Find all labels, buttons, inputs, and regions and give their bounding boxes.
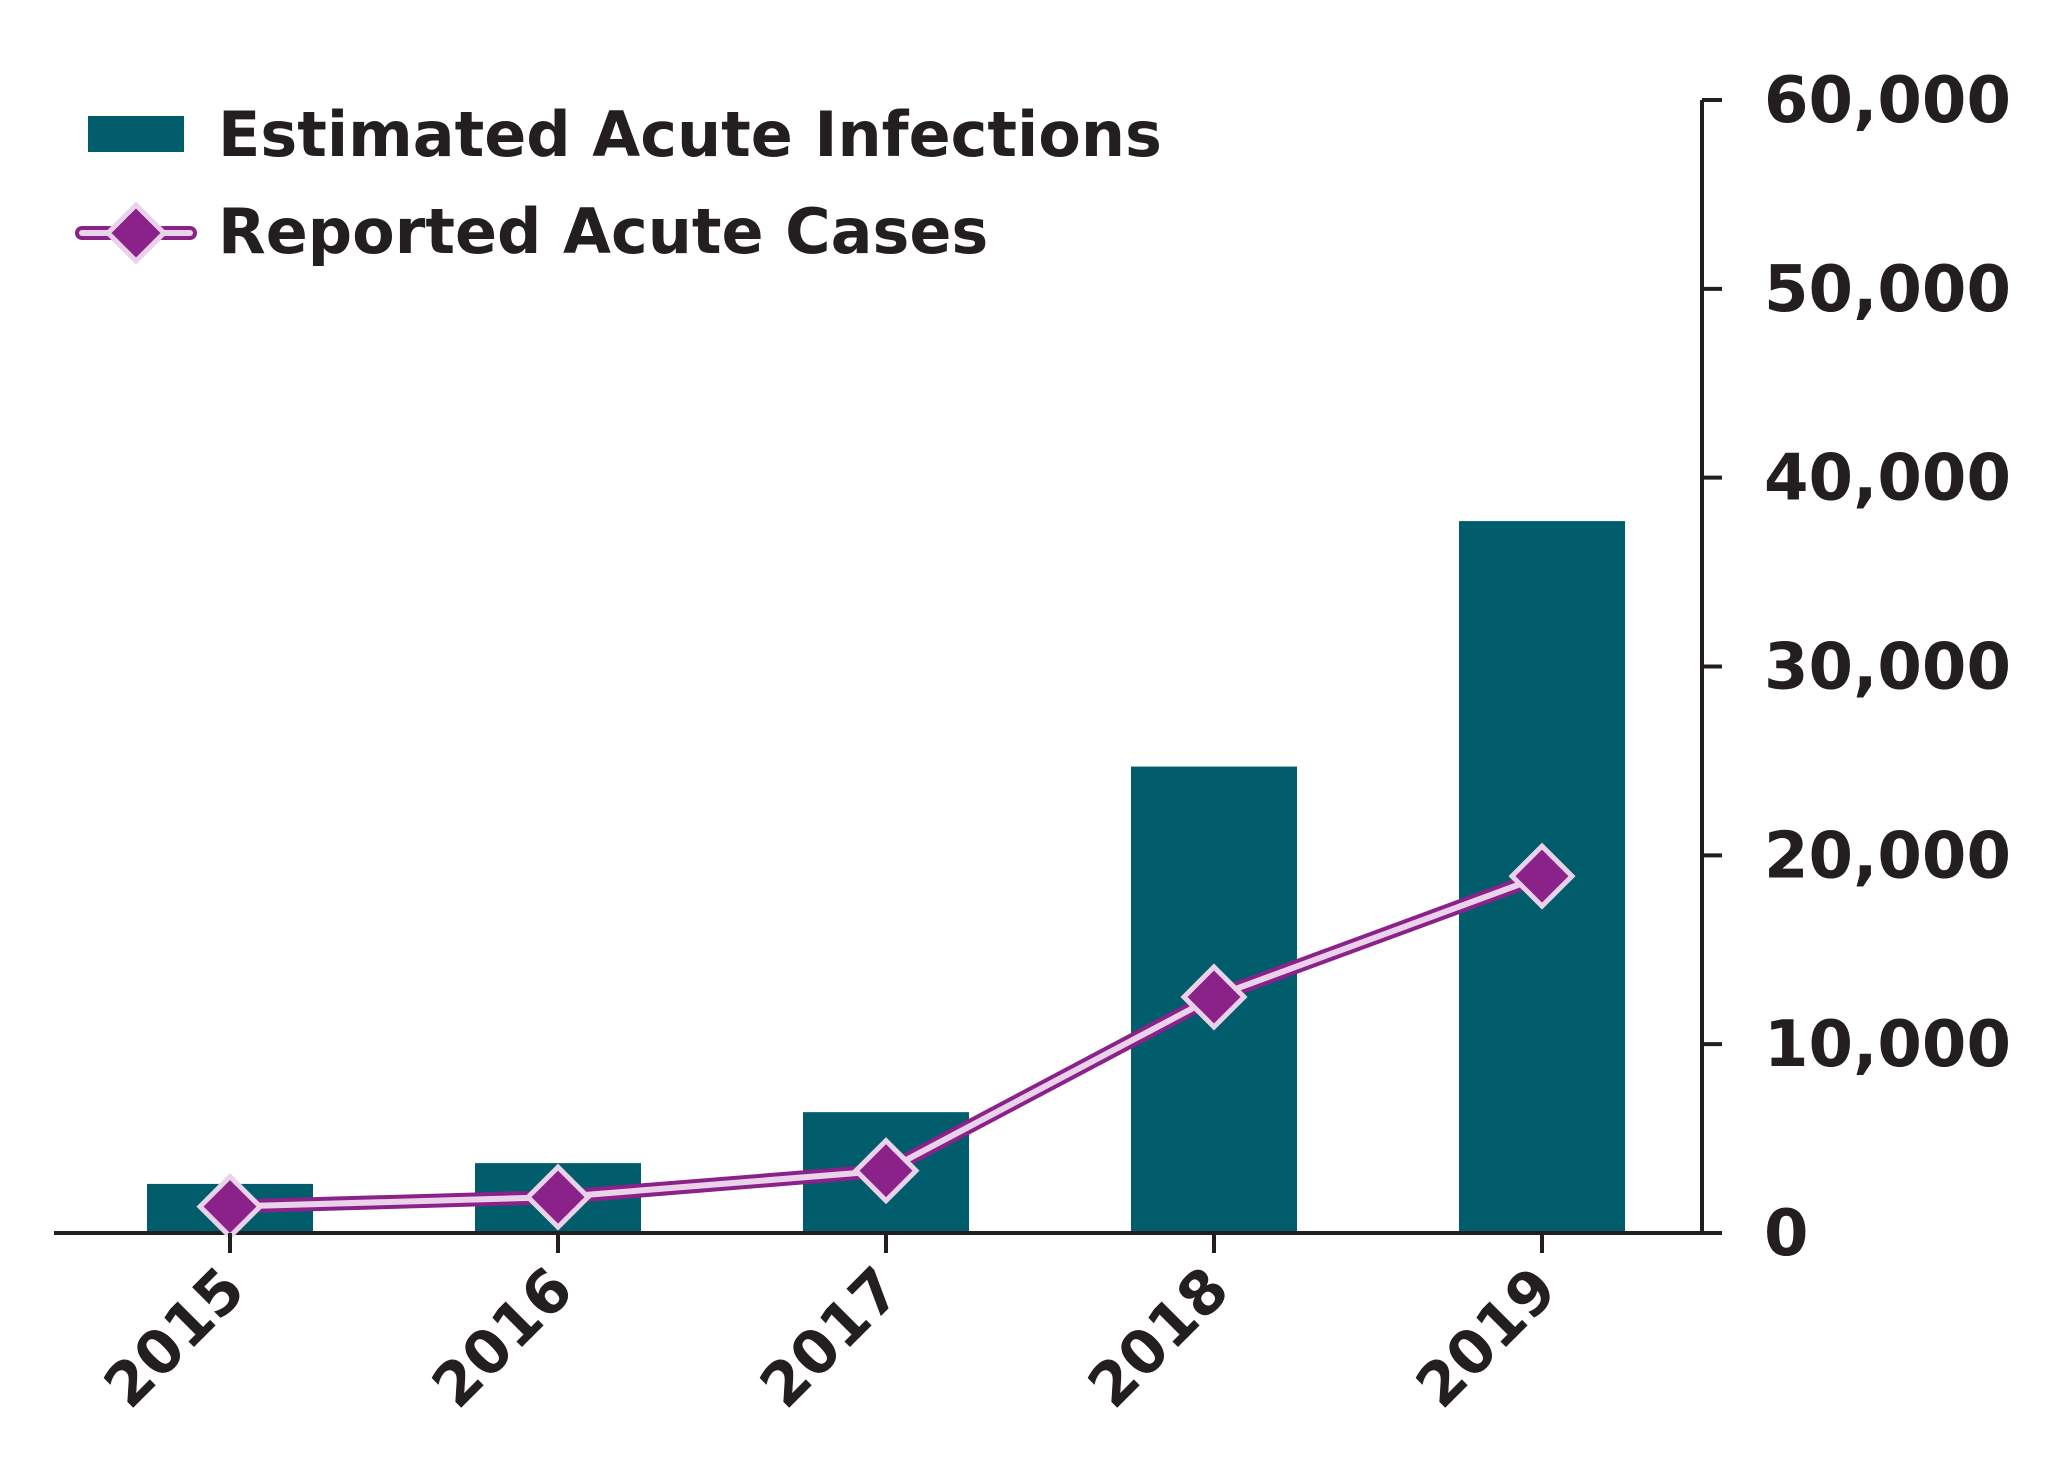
marker-2018 <box>1180 963 1248 1031</box>
y-tick-label-30000: 30,000 <box>1764 631 2011 705</box>
y-tick-label-10000: 10,000 <box>1764 1008 2011 1082</box>
axes-layer <box>54 100 1704 1235</box>
marker-2016 <box>524 1163 592 1231</box>
legend-diamond-marker <box>104 201 168 265</box>
x-tick-label-2017: 2017 <box>747 1254 915 1422</box>
legend-label-estimated: Estimated Acute Infections <box>218 98 1162 171</box>
legend-label-reported: Reported Acute Cases <box>218 195 988 268</box>
marker-2019 <box>1508 842 1576 910</box>
y-tick-label-0: 0 <box>1764 1197 1809 1271</box>
legend-bar-swatch <box>88 116 184 152</box>
x-tick-label-2016: 2016 <box>419 1254 587 1422</box>
x-tick-label-2019: 2019 <box>1403 1254 1571 1422</box>
y-tick-label-60000: 60,000 <box>1764 64 2011 138</box>
y-tick-label-20000: 20,000 <box>1764 819 2011 893</box>
marker-2017 <box>852 1137 920 1205</box>
x-tick-label-2018: 2018 <box>1075 1254 1243 1422</box>
x-tick-label-2015: 2015 <box>91 1254 259 1422</box>
y-tick-label-50000: 50,000 <box>1764 253 2011 327</box>
markers-layer <box>196 842 1576 1241</box>
legend: Estimated Acute Infections Reported Acut… <box>75 98 1162 268</box>
y-tick-label-40000: 40,000 <box>1764 442 2011 516</box>
bars-layer <box>147 521 1625 1233</box>
